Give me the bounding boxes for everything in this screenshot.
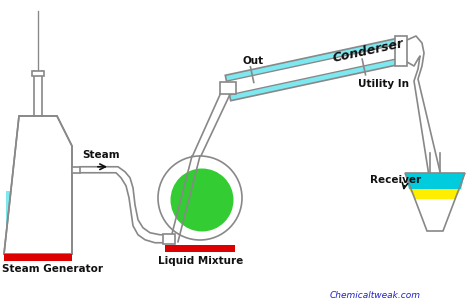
Polygon shape (227, 44, 401, 95)
Text: Utility In: Utility In (357, 79, 409, 89)
Text: Steam Generator: Steam Generator (2, 264, 103, 274)
Text: Liquid Mixture: Liquid Mixture (158, 256, 243, 266)
FancyBboxPatch shape (395, 36, 407, 66)
Polygon shape (4, 116, 72, 254)
Text: Out: Out (242, 56, 264, 66)
FancyBboxPatch shape (220, 82, 236, 94)
FancyBboxPatch shape (32, 71, 44, 76)
FancyBboxPatch shape (4, 254, 72, 261)
Polygon shape (6, 191, 70, 252)
Polygon shape (409, 189, 461, 199)
FancyBboxPatch shape (163, 234, 175, 244)
Circle shape (158, 156, 242, 240)
Polygon shape (405, 173, 465, 189)
Text: Conderser: Conderser (332, 36, 405, 65)
Polygon shape (6, 191, 70, 252)
Text: Chemicaltweak.com: Chemicaltweak.com (330, 291, 421, 300)
Text: Receiver: Receiver (370, 175, 421, 185)
Circle shape (171, 169, 234, 232)
FancyBboxPatch shape (165, 245, 235, 252)
Text: Steam: Steam (82, 150, 119, 160)
FancyBboxPatch shape (72, 167, 80, 173)
Polygon shape (225, 38, 403, 101)
